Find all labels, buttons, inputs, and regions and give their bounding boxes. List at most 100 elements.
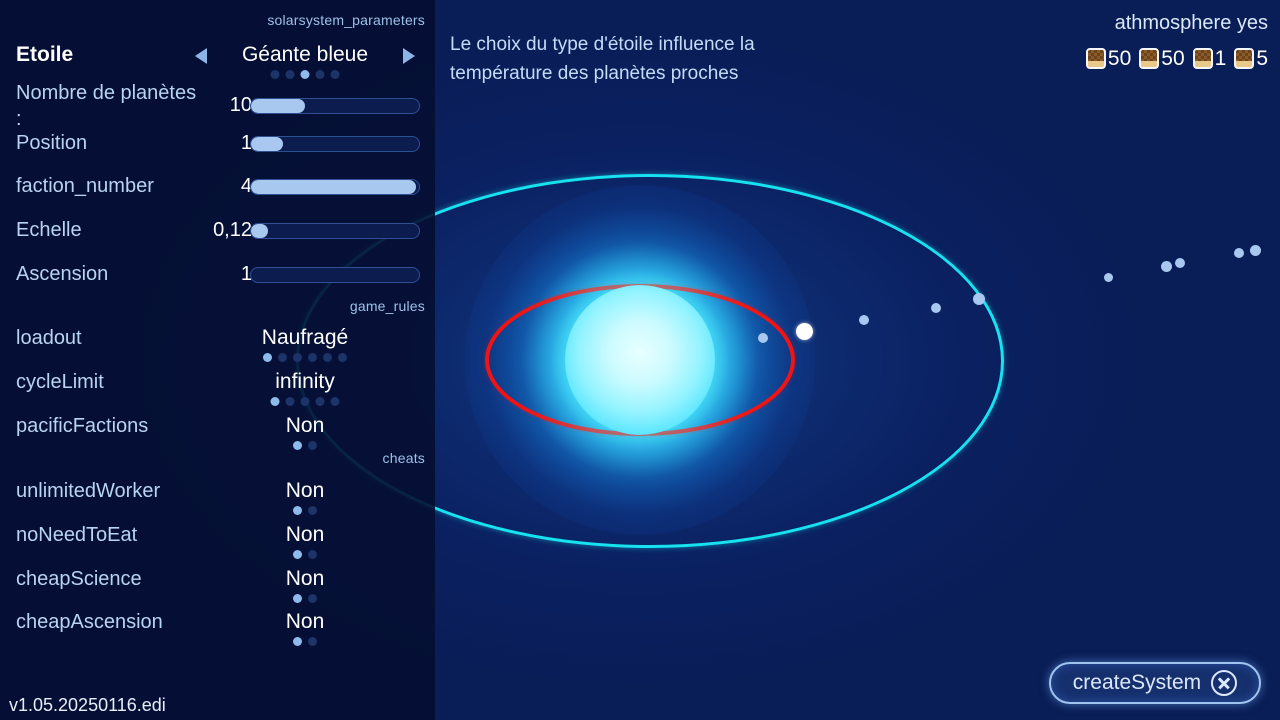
option-value: infinity bbox=[275, 370, 335, 393]
slider-value: 1 bbox=[240, 132, 252, 154]
row-slider[interactable]: Ascension 1 bbox=[0, 261, 435, 291]
option-dot[interactable] bbox=[285, 397, 295, 406]
option-value: Naufragé bbox=[261, 326, 349, 349]
crate-icon bbox=[1192, 48, 1213, 69]
option-dot[interactable] bbox=[308, 550, 317, 559]
option-label: unlimitedWorker bbox=[16, 480, 161, 502]
option-dot[interactable] bbox=[278, 353, 287, 362]
option-value: Non bbox=[285, 479, 325, 502]
slider-track[interactable] bbox=[250, 223, 420, 239]
option-dot[interactable] bbox=[330, 397, 340, 406]
slider-label: faction_number bbox=[16, 175, 154, 197]
option-dots[interactable] bbox=[293, 506, 317, 515]
row-option[interactable]: cheapScience Non bbox=[0, 566, 435, 603]
row-option[interactable]: cheapAscension Non bbox=[0, 609, 435, 646]
option-dot[interactable] bbox=[270, 397, 280, 406]
slider-fill bbox=[251, 224, 268, 238]
planet[interactable] bbox=[758, 333, 768, 343]
blue-giant-star[interactable] bbox=[565, 285, 715, 435]
option-dots[interactable] bbox=[263, 353, 347, 362]
option-label: cheapScience bbox=[16, 568, 142, 590]
row-option[interactable]: loadout Naufragé bbox=[0, 325, 435, 362]
option-label: cheapAscension bbox=[16, 611, 163, 633]
planet[interactable] bbox=[1234, 248, 1244, 258]
row-slider[interactable]: Echelle 0,12 bbox=[0, 217, 435, 247]
resource-item: 50 bbox=[1085, 47, 1132, 70]
option-label: noNeedToEat bbox=[16, 524, 138, 546]
option-value: Non bbox=[285, 610, 325, 633]
option-dot[interactable] bbox=[323, 353, 332, 362]
hint-text: Le choix du type d'étoile influence la t… bbox=[450, 30, 870, 88]
next-star-arrow-icon[interactable] bbox=[403, 48, 415, 64]
planet[interactable] bbox=[1103, 272, 1113, 282]
close-x-icon[interactable] bbox=[1211, 670, 1238, 696]
resource-count: 5 bbox=[1256, 47, 1268, 70]
row-option[interactable]: unlimitedWorker Non bbox=[0, 478, 435, 515]
planet[interactable] bbox=[931, 303, 941, 313]
slider-value: 1 bbox=[240, 263, 252, 285]
planet[interactable] bbox=[973, 293, 985, 305]
slider-track[interactable] bbox=[250, 267, 420, 283]
resource-count: 50 bbox=[1107, 47, 1132, 70]
option-dot[interactable] bbox=[315, 397, 325, 406]
planet[interactable] bbox=[795, 322, 813, 340]
option-dot[interactable] bbox=[308, 441, 317, 450]
option-dot[interactable] bbox=[330, 70, 340, 79]
slider-label: Nombre de planètes : bbox=[16, 82, 197, 130]
option-dot[interactable] bbox=[285, 70, 295, 79]
option-dot[interactable] bbox=[308, 594, 317, 603]
option-dot[interactable] bbox=[293, 550, 302, 559]
slider-value: 0,12 bbox=[213, 219, 252, 241]
group-title-game-rules: game_rules bbox=[349, 298, 425, 314]
option-dots[interactable] bbox=[293, 637, 317, 646]
row-slider[interactable]: Nombre de planètes : 10 bbox=[0, 80, 435, 130]
row-slider[interactable]: faction_number 4 bbox=[0, 173, 435, 203]
prev-star-arrow-icon[interactable] bbox=[195, 48, 207, 64]
option-dot[interactable] bbox=[263, 353, 272, 362]
option-dot[interactable] bbox=[300, 397, 310, 406]
group-title-cheats: cheats bbox=[382, 450, 425, 466]
option-dot[interactable] bbox=[300, 70, 310, 79]
option-dot[interactable] bbox=[293, 594, 302, 603]
resource-item: 5 bbox=[1234, 48, 1268, 69]
option-dot[interactable] bbox=[308, 506, 317, 515]
slider-track[interactable] bbox=[250, 98, 420, 114]
resource-item: 50 bbox=[1139, 48, 1185, 69]
option-dot[interactable] bbox=[315, 70, 325, 79]
option-dot[interactable] bbox=[338, 353, 347, 362]
create-system-button[interactable]: createSystem bbox=[1049, 662, 1261, 704]
option-value: Non bbox=[285, 523, 325, 546]
row-star-selector[interactable]: Etoile Géante bleue bbox=[0, 42, 435, 79]
option-dots[interactable] bbox=[293, 441, 317, 450]
option-dot[interactable] bbox=[293, 353, 302, 362]
slider-track[interactable] bbox=[250, 179, 420, 195]
slider-value: 10 bbox=[229, 94, 252, 116]
option-dot[interactable] bbox=[308, 353, 317, 362]
star-selector-label: Etoile bbox=[16, 43, 74, 66]
parameters-sidebar: solarsystem_parameters Etoile Géante ble… bbox=[0, 0, 435, 720]
planet[interactable] bbox=[1175, 258, 1185, 268]
option-dot[interactable] bbox=[293, 441, 302, 450]
option-value: Non bbox=[285, 567, 325, 590]
option-dot[interactable] bbox=[293, 637, 302, 646]
hint-line-1: Le choix du type d'étoile influence la bbox=[450, 34, 755, 55]
resource-item: 1 bbox=[1192, 48, 1226, 69]
option-dots[interactable] bbox=[293, 594, 317, 603]
slider-track[interactable] bbox=[250, 136, 420, 152]
option-dot[interactable] bbox=[270, 70, 280, 79]
option-dot[interactable] bbox=[293, 506, 302, 515]
option-dots[interactable] bbox=[270, 397, 340, 406]
star-selector-dots[interactable] bbox=[270, 70, 340, 79]
row-slider[interactable]: Position 1 bbox=[0, 130, 435, 160]
option-dots[interactable] bbox=[293, 550, 317, 559]
group-title-solarsystem: solarsystem_parameters bbox=[267, 12, 425, 28]
crate-icon bbox=[1085, 48, 1106, 69]
row-option[interactable]: cycleLimit infinity bbox=[0, 369, 435, 406]
planet[interactable] bbox=[1160, 260, 1172, 272]
row-option[interactable]: noNeedToEat Non bbox=[0, 522, 435, 559]
row-option[interactable]: pacificFactions Non bbox=[0, 413, 435, 450]
planet[interactable] bbox=[859, 315, 869, 325]
option-dot[interactable] bbox=[308, 637, 317, 646]
version-label: v1.05.20250116.edi bbox=[9, 695, 166, 715]
planet[interactable] bbox=[1249, 244, 1261, 256]
